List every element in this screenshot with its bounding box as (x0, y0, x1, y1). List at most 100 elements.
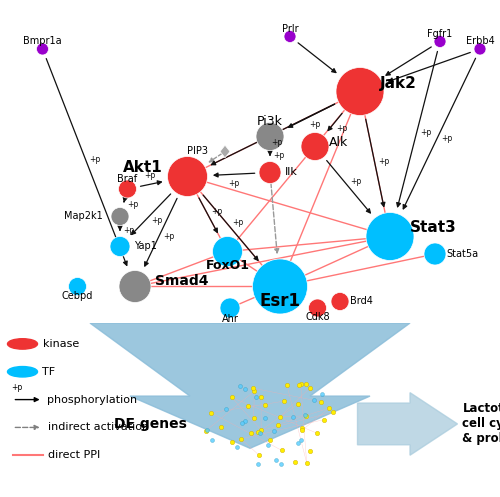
Point (302, 381, 310, 389)
Circle shape (118, 180, 136, 198)
Text: +p: +p (271, 138, 282, 147)
Point (266, 436, 274, 444)
Point (297, 436, 305, 444)
Point (320, 415, 328, 423)
Text: +p: +p (228, 179, 240, 188)
Text: +p: +p (336, 124, 347, 133)
Point (260, 414, 268, 421)
Circle shape (474, 43, 486, 55)
Text: Cdk8: Cdk8 (305, 313, 330, 323)
Text: indirect activation: indirect activation (48, 422, 148, 432)
Point (208, 436, 216, 444)
Circle shape (331, 293, 349, 311)
Polygon shape (220, 145, 230, 158)
Point (236, 382, 244, 390)
Point (202, 427, 210, 435)
Text: kinase: kinase (42, 339, 79, 349)
Circle shape (119, 270, 151, 303)
Circle shape (366, 213, 414, 260)
Circle shape (168, 157, 207, 196)
Point (325, 404, 333, 412)
Point (238, 419, 246, 427)
Point (296, 380, 304, 388)
Text: Stat5a: Stat5a (446, 249, 478, 259)
Text: Prlr: Prlr (282, 24, 298, 34)
Circle shape (256, 122, 284, 151)
Point (280, 397, 288, 405)
Point (256, 451, 264, 459)
Point (276, 413, 283, 421)
Point (217, 423, 225, 431)
Text: Erbb4: Erbb4 (466, 36, 494, 47)
Text: Ahr: Ahr (222, 314, 238, 324)
Circle shape (212, 237, 242, 266)
Text: +p: +p (232, 218, 243, 227)
Point (310, 396, 318, 404)
Polygon shape (90, 323, 410, 448)
Text: +p: +p (127, 200, 138, 209)
Text: +p: +p (124, 226, 134, 235)
Text: +p: +p (420, 128, 432, 137)
Point (260, 401, 268, 409)
Circle shape (259, 162, 281, 183)
Point (328, 409, 336, 416)
Text: DE genes: DE genes (114, 417, 186, 431)
Point (298, 423, 306, 431)
Point (306, 384, 314, 392)
Point (246, 429, 254, 437)
Point (274, 420, 281, 428)
Text: +p: +p (211, 207, 222, 216)
Point (254, 460, 262, 468)
Text: Jak2: Jak2 (380, 77, 417, 91)
Text: Alk: Alk (329, 136, 348, 149)
Point (289, 414, 297, 421)
Circle shape (220, 298, 240, 318)
Point (207, 409, 215, 416)
Point (254, 428, 262, 436)
Text: Lactotroph
cell cycle
& proliferation: Lactotroph cell cycle & proliferation (462, 403, 500, 445)
Point (252, 393, 260, 401)
Circle shape (8, 339, 38, 349)
Point (237, 435, 245, 443)
Text: Cebpd: Cebpd (62, 292, 93, 302)
Point (298, 426, 306, 434)
Point (296, 381, 304, 389)
Circle shape (424, 243, 446, 265)
Circle shape (36, 43, 48, 55)
Point (302, 459, 310, 467)
Point (291, 458, 299, 466)
Point (256, 429, 264, 437)
Point (257, 426, 265, 434)
Text: phosphorylation: phosphorylation (48, 395, 138, 405)
Circle shape (301, 133, 329, 161)
Text: direct PPI: direct PPI (48, 450, 100, 460)
Point (203, 426, 211, 434)
Point (250, 387, 258, 395)
Text: +p: +p (350, 177, 362, 186)
Text: +p: +p (90, 155, 101, 164)
Point (276, 460, 284, 468)
Circle shape (68, 277, 86, 296)
Point (250, 414, 258, 422)
Circle shape (110, 237, 130, 256)
Point (278, 446, 285, 454)
Polygon shape (358, 393, 458, 455)
Point (248, 384, 256, 392)
Point (233, 442, 241, 450)
Point (222, 406, 230, 414)
Point (272, 456, 280, 464)
Point (228, 438, 236, 446)
Point (228, 394, 235, 402)
Circle shape (111, 207, 129, 226)
Point (294, 439, 302, 447)
Text: FoxO1: FoxO1 (206, 259, 250, 272)
Text: +p: +p (442, 134, 453, 143)
Text: Esr1: Esr1 (260, 293, 300, 311)
Circle shape (308, 299, 326, 317)
Text: +p: +p (163, 232, 174, 241)
Point (241, 385, 249, 393)
Circle shape (284, 30, 296, 43)
Text: +p: +p (152, 217, 162, 226)
Point (300, 411, 308, 419)
Text: Stat3: Stat3 (410, 220, 457, 235)
